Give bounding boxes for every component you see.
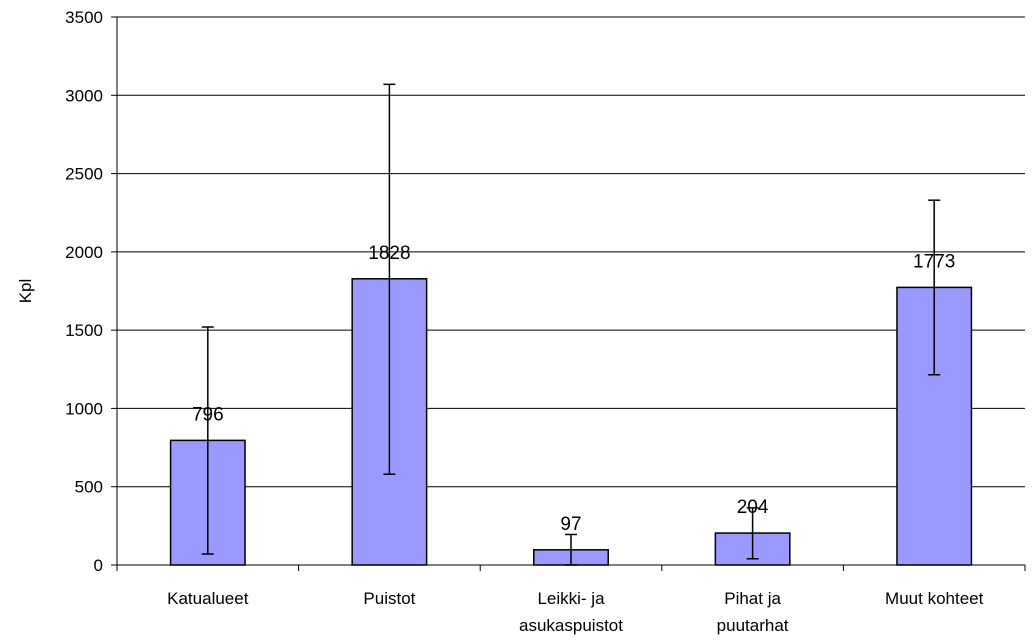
data-label: 1828 bbox=[368, 243, 410, 264]
y-axis-title: Kpl bbox=[16, 279, 35, 304]
gridlines bbox=[117, 16, 1025, 488]
data-label: 97 bbox=[560, 514, 581, 535]
y-tick-label: 2500 bbox=[65, 165, 103, 184]
x-tick-label: Muut kohteet bbox=[885, 589, 984, 608]
x-tick-label: Leikki- ja bbox=[537, 589, 605, 608]
y-tick-label: 3500 bbox=[65, 8, 103, 27]
data-label: 1773 bbox=[913, 251, 955, 272]
x-tick-label: puutarhat bbox=[717, 616, 789, 635]
y-tick-label: 1500 bbox=[65, 321, 103, 340]
axes: 0 500 1000 1500 2000 2500 3000 3500 Katualueet Pu… bbox=[65, 8, 1026, 635]
x-tick-label: Pihat ja bbox=[724, 589, 781, 608]
y-tick-label: 0 bbox=[94, 556, 103, 575]
y-tick-label: 1000 bbox=[65, 399, 103, 418]
y-tick-label: 2000 bbox=[65, 243, 103, 262]
data-label: 796 bbox=[192, 404, 224, 425]
data-labels: 796 1828 97 204 1773 bbox=[192, 243, 955, 535]
y-tick-label: 3000 bbox=[65, 86, 103, 105]
x-tick-label: asukaspuistot bbox=[519, 616, 623, 635]
error-bars bbox=[201, 83, 941, 566]
x-tick-label: Puistot bbox=[363, 589, 415, 608]
data-label: 204 bbox=[737, 497, 769, 518]
x-tick-label: Katualueet bbox=[167, 589, 249, 608]
y-tick-label: 500 bbox=[75, 478, 103, 497]
